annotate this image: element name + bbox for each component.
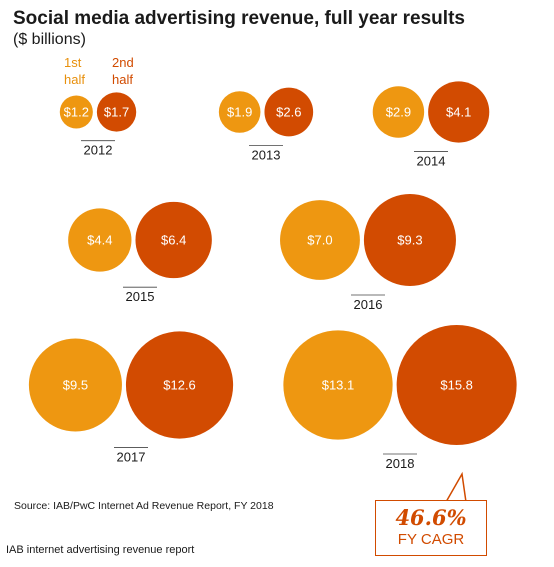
bubble-pair-2018: $13.1 $15.8 2018 — [283, 325, 517, 471]
bubble-label-second-half-2018: $15.8 — [440, 378, 473, 393]
bubble-label-second-half-2013: $2.6 — [276, 105, 301, 120]
cagr-value: 46.6% — [395, 505, 467, 530]
bubble-second-half-2013 — [264, 87, 314, 137]
bubble-second-half-2012 — [96, 92, 137, 132]
source-note: Source: IAB/PwC Internet Ad Revenue Repo… — [14, 500, 274, 512]
bubble-first-half-2017 — [28, 338, 122, 432]
cagr-callout: 46.6% FY CAGR — [375, 500, 487, 556]
bubble-label-second-half-2012: $1.7 — [104, 105, 129, 120]
bubble-label-second-half-2017: $12.6 — [163, 378, 196, 393]
year-label-2012: 2012 — [84, 143, 113, 158]
bubble-pair-2014: $2.9 $4.1 2014 — [372, 81, 490, 169]
bubble-first-half-2014 — [372, 86, 425, 138]
bubble-second-half-2017 — [125, 331, 234, 439]
legend-second-half-line2: half — [112, 72, 133, 87]
chart-subtitle: ($ billions) — [13, 31, 86, 48]
bubble-pair-2015: $4.4 $6.4 2015 — [68, 201, 212, 304]
year-label-2013: 2013 — [252, 147, 281, 162]
bubble-label-first-half-2017: $9.5 — [63, 378, 88, 393]
bubble-first-half-2015 — [68, 208, 132, 272]
legend-second-half-line1: 2nd — [112, 55, 134, 70]
bubble-chart: $1.2 $1.7 2012 $1.9 $2.6 2013 $2.9 $4.1 2014 $4.4… — [28, 81, 517, 471]
bubble-label-second-half-2016: $9.3 — [397, 233, 422, 248]
bubble-label-first-half-2013: $1.9 — [227, 105, 252, 120]
bubble-pair-2016: $7.0 $9.3 2016 — [280, 193, 456, 312]
bubble-label-first-half-2015: $4.4 — [87, 233, 112, 248]
bubble-label-first-half-2016: $7.0 — [307, 233, 332, 248]
bubble-label-first-half-2012: $1.2 — [64, 105, 89, 120]
year-label-2016: 2016 — [354, 297, 383, 312]
chart-title: Social media advertising revenue, full y… — [13, 8, 465, 29]
bubble-first-half-2018 — [283, 330, 393, 440]
cagr-label: FY CAGR — [397, 531, 465, 548]
bubble-label-first-half-2018: $13.1 — [322, 378, 355, 393]
year-label-2018: 2018 — [386, 456, 415, 471]
bubble-label-second-half-2015: $6.4 — [161, 233, 186, 248]
legend-first-half: 1st half — [64, 54, 85, 88]
year-label-2017: 2017 — [117, 450, 146, 465]
legend-second-half: 2nd half — [112, 54, 134, 88]
legend-first-half-line1: 1st — [64, 55, 82, 70]
legend-first-half-line2: half — [64, 72, 85, 87]
bubble-second-half-2014 — [428, 81, 490, 143]
bubble-pair-2017: $9.5 $12.6 2017 — [28, 331, 234, 465]
bubble-pair-2013: $1.9 $2.6 2013 — [218, 87, 314, 162]
year-label-2014: 2014 — [417, 154, 446, 169]
bubble-first-half-2013 — [218, 91, 261, 133]
bubble-first-half-2012 — [59, 95, 93, 129]
bubble-second-half-2018 — [396, 325, 517, 445]
bubble-label-second-half-2014: $4.1 — [446, 105, 471, 120]
footer-text: IAB internet advertising revenue report — [6, 544, 195, 556]
bubble-second-half-2015 — [135, 201, 212, 279]
bubble-second-half-2016 — [363, 193, 456, 287]
bubble-label-first-half-2014: $2.9 — [386, 105, 411, 120]
year-label-2015: 2015 — [126, 289, 155, 304]
bubble-pair-2012: $1.2 $1.7 2012 — [59, 92, 137, 158]
bubble-first-half-2016 — [280, 200, 360, 280]
